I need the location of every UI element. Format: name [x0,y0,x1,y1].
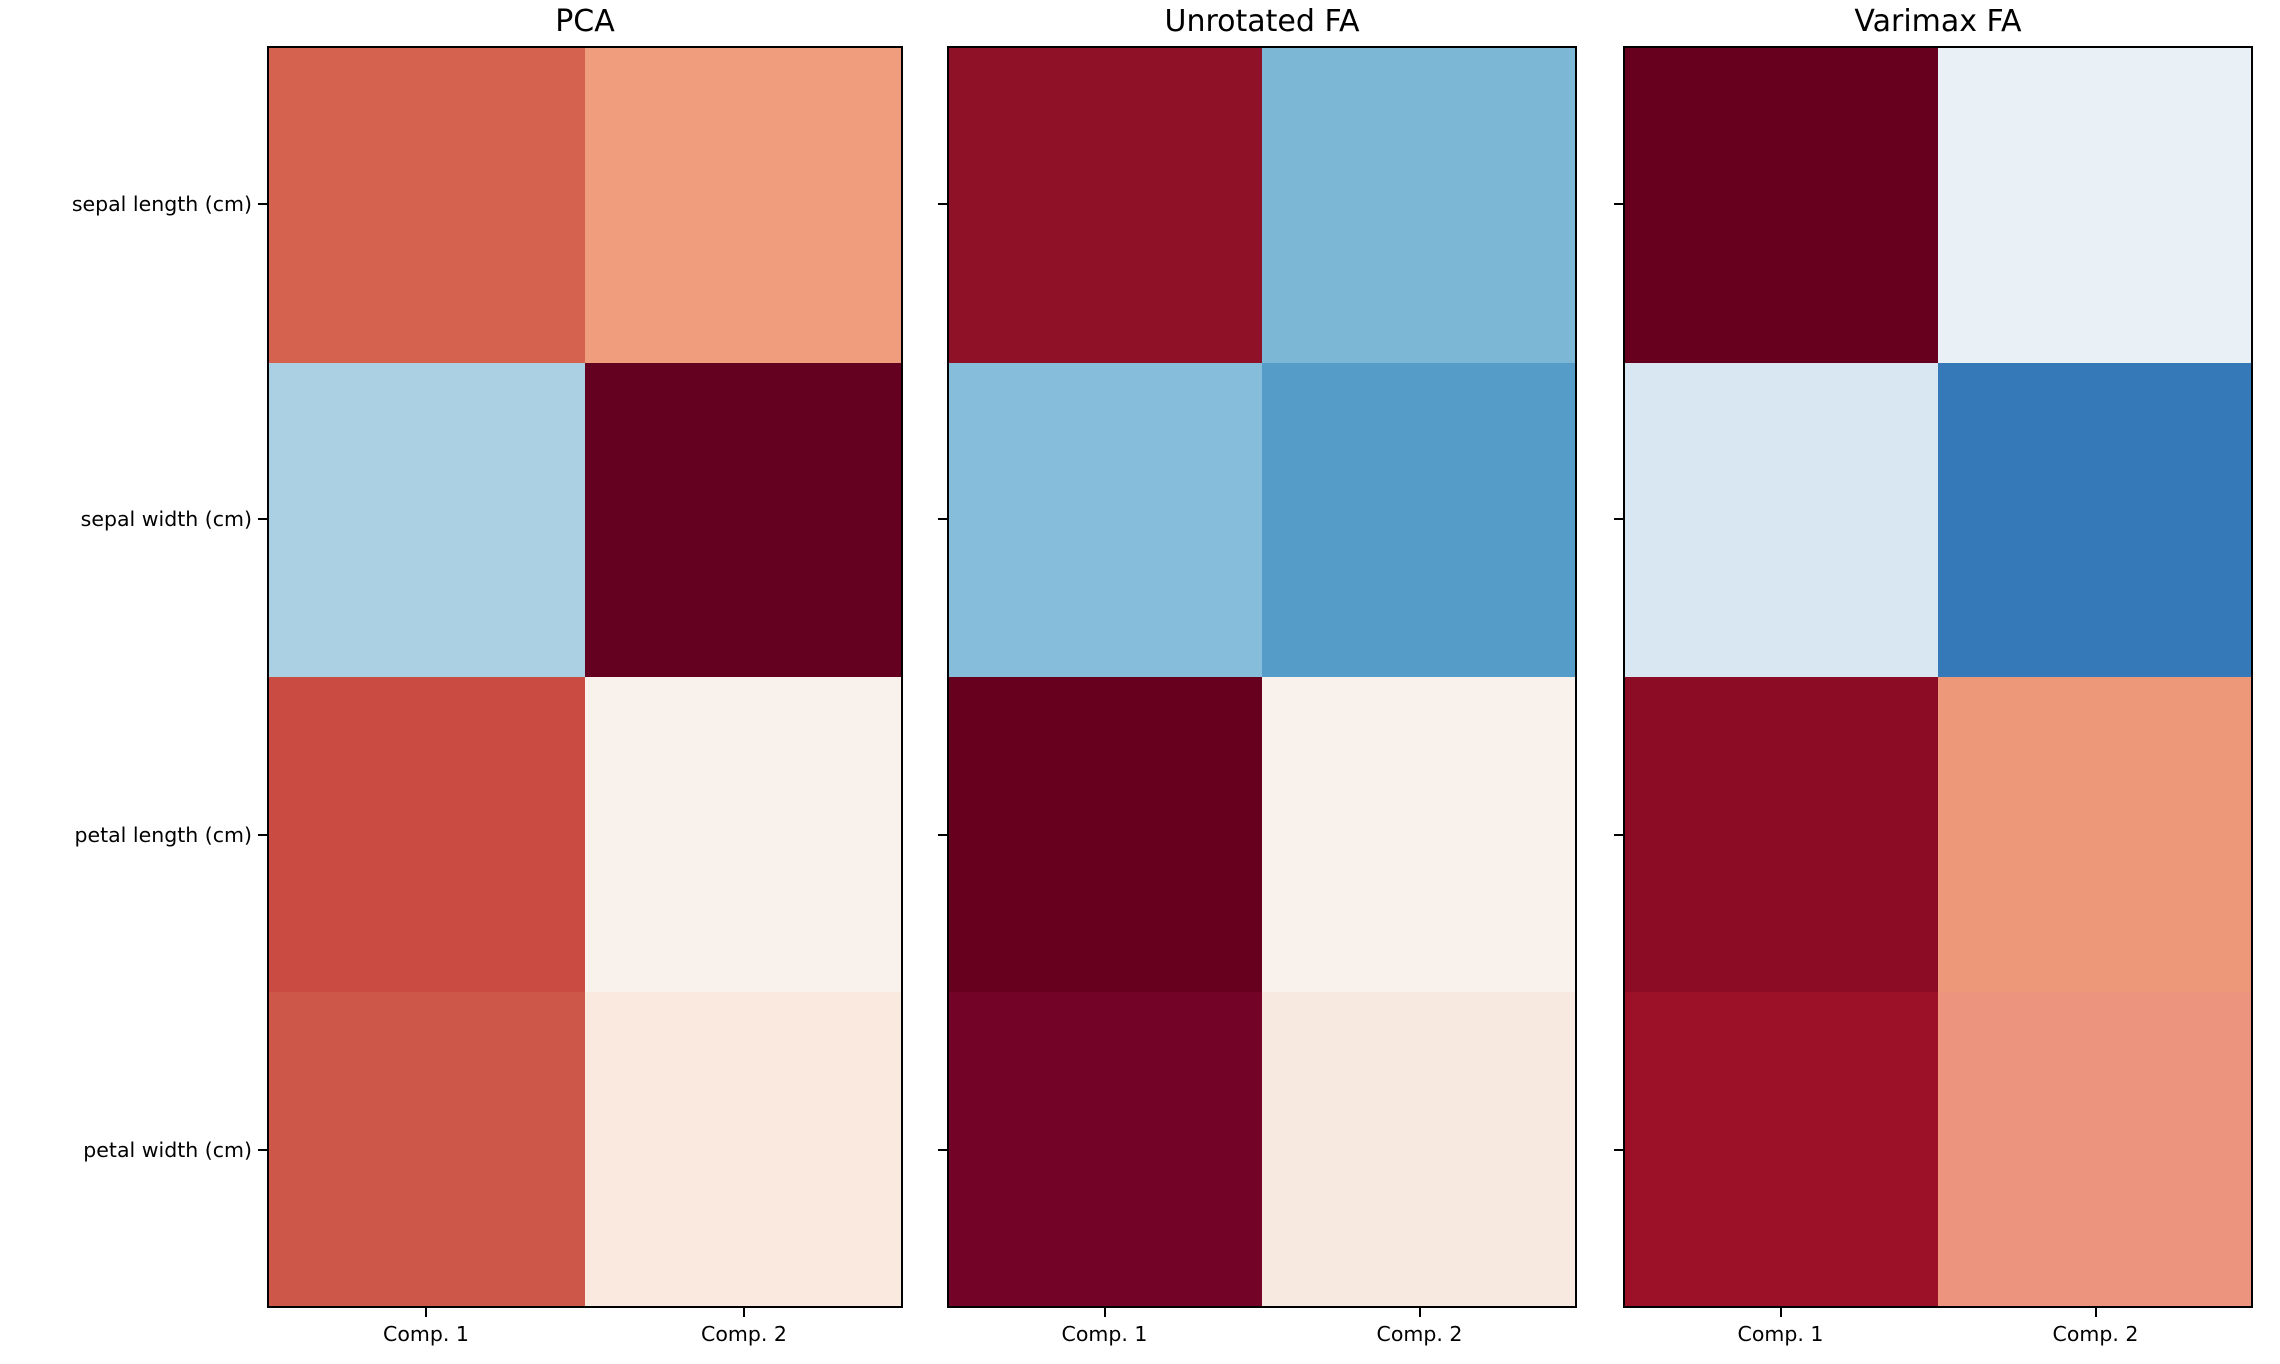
x-axis-tick [1418,1308,1421,1317]
heatmap-cell [269,362,585,677]
heatmap-cell [1938,677,2251,992]
y-axis-tick [938,1149,947,1152]
heatmap-cell [1625,48,1938,363]
heatmap-cell [269,991,585,1306]
y-tick-label: sepal length (cm) [71,191,252,216]
y-axis-tick [1614,833,1623,836]
y-axis-tick [938,518,947,521]
y-axis-tick [938,833,947,836]
x-tick-label: Comp. 1 [1061,1322,1148,1346]
x-axis-tick [1103,1308,1106,1317]
x-tick-label: Comp. 2 [2052,1322,2139,1346]
x-tick-label: Comp. 2 [1376,1322,1463,1346]
x-tick-label: Comp. 1 [383,1322,469,1346]
y-axis-tick [258,1149,267,1152]
heatmap-cell [1262,677,1575,992]
y-axis-tick [938,202,947,205]
y-axis-tick [1614,202,1623,205]
x-tick-label: Comp. 1 [1737,1322,1824,1346]
heatmap-cell [1262,991,1575,1306]
heatmap-cell [1625,677,1938,992]
y-tick-label: petal length (cm) [74,822,252,847]
x-axis-tick [425,1308,427,1317]
x-axis-tick [2094,1308,2097,1317]
x-tick-label: Comp. 2 [701,1322,787,1346]
heatmap-cell [1938,991,2251,1306]
heatmap-cell [269,48,585,363]
heatmap-cell [1625,991,1938,1306]
heatmap-panel [947,46,1577,1308]
y-axis-tick [258,518,267,521]
heatmap-cell [949,48,1262,363]
panel-title: Unrotated FA [1164,4,1360,39]
heatmap-cell [585,48,901,363]
heatmap-cell [1262,48,1575,363]
y-tick-label: petal width (cm) [83,1138,252,1163]
panel-title: PCA [555,4,615,39]
heatmap-cell [585,362,901,677]
heatmap-cell [949,991,1262,1306]
heatmap-cell [1262,362,1575,677]
y-tick-label: sepal width (cm) [80,507,252,532]
heatmap-panel [1623,46,2253,1308]
y-axis-tick [1614,1149,1623,1152]
y-axis-tick [258,202,267,205]
x-axis-tick [1779,1308,1782,1317]
panel-title: Varimax FA [1854,4,2022,39]
heatmap-cell [269,677,585,992]
heatmap-panel [267,46,903,1308]
y-axis-tick [1614,518,1623,521]
x-axis-tick [743,1308,745,1317]
heatmap-cell [949,362,1262,677]
heatmap-cell [1625,362,1938,677]
heatmap-cell [1938,48,2251,363]
heatmap-cell [1938,362,2251,677]
y-axis-tick [258,833,267,836]
heatmap-cell [585,677,901,992]
heatmap-cell [585,991,901,1306]
heatmap-cell [949,677,1262,992]
